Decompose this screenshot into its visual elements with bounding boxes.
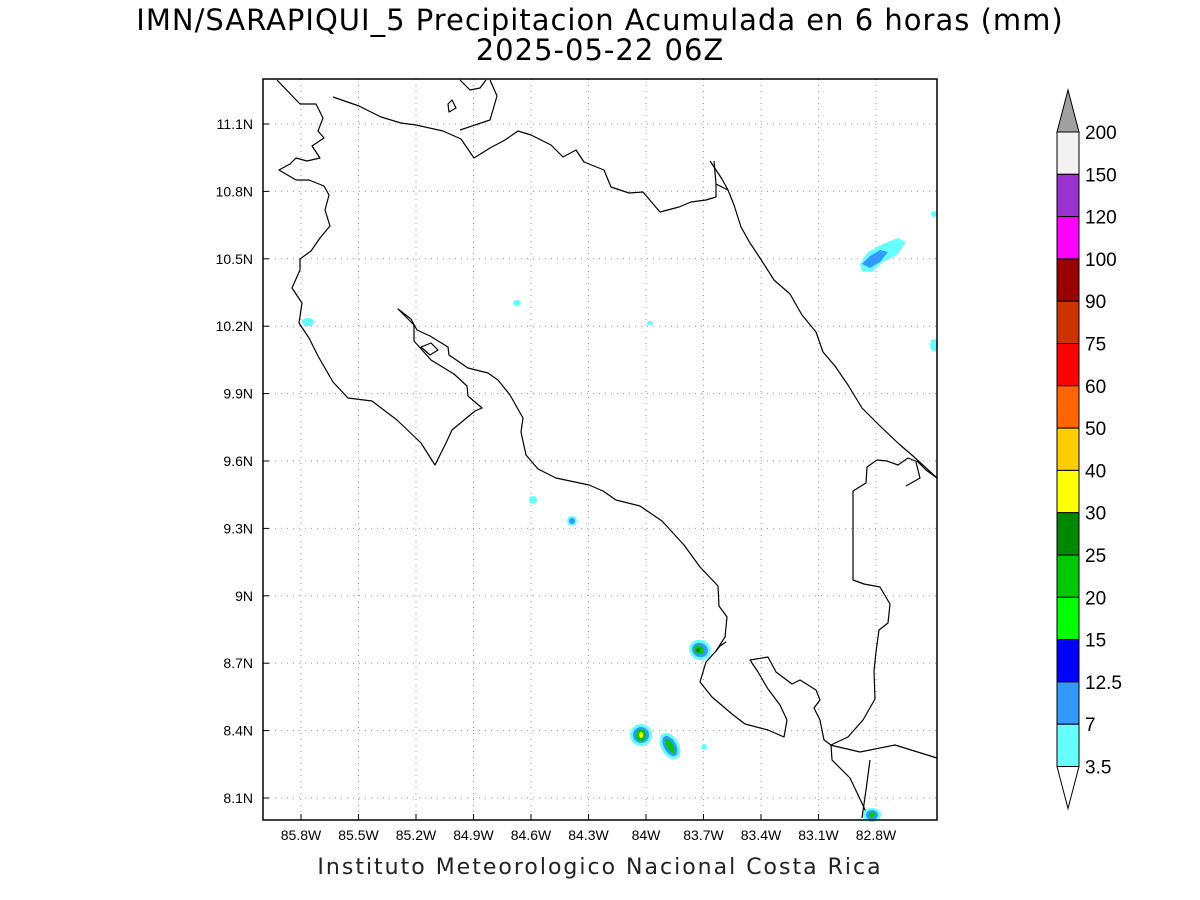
footer-credit: Instituto Meteorologico Nacional Costa R… [317, 855, 883, 880]
map-title: IMN/SARAPIQUI_5 Precipitacion Acumulada … [136, 3, 1064, 37]
colorbar-swatch [1056, 469, 1080, 514]
colorbar-swatch [1056, 131, 1080, 175]
precip-cell [869, 812, 875, 818]
coastline [276, 79, 938, 819]
colorbar-swatch [1056, 216, 1080, 260]
precip-cell [931, 211, 937, 217]
x-tick-label: 82.8W [856, 827, 897, 843]
y-tick-label: 10.8N [216, 183, 253, 199]
colorbar-bottom-arrow [1056, 766, 1080, 811]
colorbar-level-label: 200 [1085, 123, 1117, 144]
colorbar-swatch [1056, 512, 1080, 556]
y-tick-label: 10.5N [216, 251, 253, 267]
colorbar-level-label: 25 [1085, 546, 1106, 567]
y-axis-ticks: 11.1N 10.8N 10.5N 10.2N 9.9N 9.6N 9.3N 9N 8.7N 8.… [216, 116, 253, 806]
y-tick-label: 9.9N [223, 386, 253, 402]
precip-cell [647, 321, 653, 325]
colorbar-swatch [1056, 554, 1080, 598]
y-tick-label: 8.4N [223, 723, 253, 739]
colorbar-swatch [1056, 343, 1080, 387]
y-tick-label: 8.1N [223, 790, 253, 806]
precip-cell [513, 300, 521, 306]
x-tick-label: 85.5W [338, 827, 379, 843]
colorbar-swatch [1056, 723, 1080, 768]
colorbar-level-label: 120 [1085, 208, 1117, 229]
colorbar-level-label: 100 [1085, 250, 1117, 271]
colorbar-swatch [1056, 681, 1080, 725]
colorbar-swatch [1056, 258, 1080, 302]
y-tick-label: 9.3N [223, 520, 253, 536]
y-tick-label: 10.2N [216, 318, 253, 334]
colorbar-swatch [1056, 639, 1080, 683]
x-tick-label: 85.2W [396, 827, 437, 843]
x-tick-label: 84.9W [453, 827, 494, 843]
precip-cell [529, 496, 537, 504]
colorbar-swatch [1056, 427, 1080, 471]
colorbar-level-label: 30 [1085, 504, 1106, 525]
precip-cell [930, 339, 938, 351]
colorbar-swatch [1056, 173, 1080, 218]
x-tick-label: 85.8W [281, 827, 322, 843]
colorbar-level-label: 150 [1085, 165, 1117, 186]
colorbar-level-label: 90 [1085, 292, 1106, 313]
precip-cell [862, 250, 888, 268]
precip-cell [639, 732, 643, 738]
x-tick-label: 83.1W [798, 827, 839, 843]
colorbar-level-label: 15 [1085, 631, 1106, 652]
x-axis-ticks: 85.8W 85.5W 85.2W 84.9W 84.6W 84.3W 84W 83.7W 83… [281, 827, 897, 843]
x-tick-label: 83.7W [683, 827, 724, 843]
y-tick-label: 9.6N [223, 453, 253, 469]
precipitation-field [302, 211, 938, 822]
colorbar-level-label: 3.5 [1085, 758, 1111, 779]
colorbar-level-label: 12.5 [1085, 673, 1122, 694]
colorbar: 200 150 120 100 90 75 60 50 40 30 25 20 15 12.5 7 3.5 [1056, 88, 1122, 811]
y-tick-label: 9N [235, 588, 253, 604]
x-tick-label: 84W [632, 827, 662, 843]
y-tick-label: 8.7N [223, 655, 253, 671]
colorbar-level-label: 20 [1085, 588, 1106, 609]
precip-cell [696, 648, 700, 652]
colorbar-level-label: 40 [1085, 461, 1106, 482]
x-tick-label: 84.6W [511, 827, 552, 843]
precip-cell [569, 518, 575, 524]
precip-cell [665, 738, 675, 754]
colorbar-level-label: 75 [1085, 335, 1106, 356]
map-gridlines [263, 79, 937, 820]
map-frame [262, 78, 938, 821]
colorbar-swatch [1056, 596, 1080, 641]
y-tick-label: 11.1N [217, 116, 253, 132]
colorbar-level-label: 7 [1085, 715, 1096, 736]
x-tick-label: 84.3W [568, 827, 609, 843]
x-tick-label: 83.4W [741, 827, 782, 843]
map-subtitle-date: 2025-05-22 06Z [475, 33, 725, 67]
colorbar-swatch [1056, 385, 1080, 429]
colorbar-swatch [1056, 300, 1080, 345]
precip-cell [302, 318, 314, 326]
colorbar-level-label: 60 [1085, 377, 1106, 398]
colorbar-top-arrow [1056, 88, 1080, 133]
colorbar-level-label: 50 [1085, 419, 1106, 440]
precip-cell [701, 744, 707, 750]
